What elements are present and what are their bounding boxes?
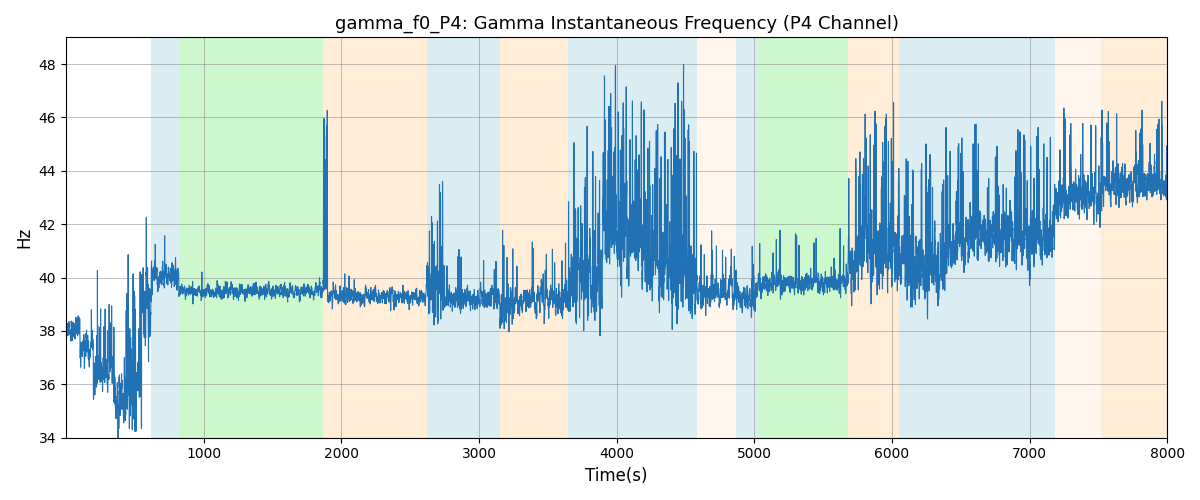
- Bar: [427, 38, 499, 438]
- X-axis label: Time(s): Time(s): [586, 467, 648, 485]
- Bar: [737, 38, 757, 438]
- Y-axis label: Hz: Hz: [16, 227, 34, 248]
- Title: gamma_f0_P4: Gamma Instantaneous Frequency (P4 Channel): gamma_f0_P4: Gamma Instantaneous Frequen…: [335, 15, 899, 34]
- Bar: [151, 38, 179, 438]
- Bar: [848, 38, 899, 438]
- Bar: [179, 38, 323, 438]
- Bar: [323, 38, 427, 438]
- Bar: [499, 38, 569, 438]
- Bar: [696, 38, 737, 438]
- Bar: [899, 38, 1055, 438]
- Bar: [569, 38, 696, 438]
- Bar: [1055, 38, 1102, 438]
- Bar: [1102, 38, 1168, 438]
- Bar: [757, 38, 848, 438]
